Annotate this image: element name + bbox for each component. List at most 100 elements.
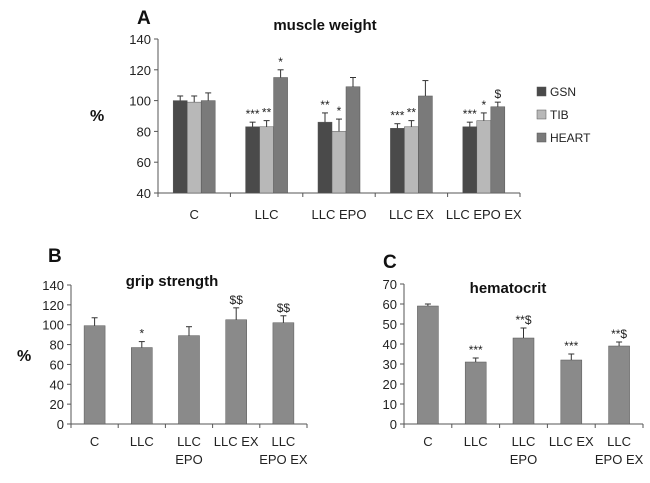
- significance-label-A: ***: [390, 109, 404, 123]
- y-tick-label-B: 40: [50, 377, 64, 392]
- significance-label-C: ***: [564, 339, 578, 353]
- significance-label-B: $$: [230, 293, 244, 307]
- significance-label-C: **$: [611, 327, 627, 341]
- x-tick-label-C: C: [423, 434, 432, 449]
- y-tick-label-A: 40: [137, 186, 151, 201]
- y-tick-label-A: 120: [129, 63, 151, 78]
- x-tick-label-A: LLC EPO: [312, 207, 367, 222]
- panel-label-A: A: [137, 8, 151, 29]
- x-tick-label-B: LLC EPO EX: [259, 434, 308, 467]
- bar-A-TIB: [404, 126, 419, 194]
- x-tick-label-C: LLC: [464, 434, 488, 449]
- y-tick-label-B: 100: [42, 318, 64, 333]
- legend-swatch-TIB: [536, 109, 547, 120]
- bar-C: [608, 345, 630, 425]
- x-tick-label-B: C: [90, 434, 99, 449]
- bar-C: [512, 337, 535, 425]
- x-tick-label-A: LLC EX: [389, 207, 434, 222]
- bar-B: [178, 335, 200, 425]
- significance-label-A: **: [407, 106, 417, 120]
- bar-A-TIB: [476, 120, 492, 194]
- x-tick-label-line: LLC: [607, 434, 631, 449]
- chart-title-C: hematocrit: [470, 280, 547, 297]
- bar-A-TIB: [186, 101, 202, 194]
- significance-label-A: *: [481, 98, 486, 112]
- x-tick-label-C: LLC EX: [549, 434, 594, 449]
- x-tick-label-line: C: [423, 434, 432, 449]
- x-tick-label-A: C: [190, 207, 199, 222]
- bar-A-GSN: [172, 100, 188, 194]
- significance-label-C: **$: [515, 313, 531, 327]
- bar-A-GSN: [317, 121, 333, 194]
- significance-label-A: ***: [463, 107, 477, 121]
- y-tick-label-C: 20: [383, 377, 397, 392]
- x-tick-label-B: LLC EPO: [175, 434, 202, 467]
- bar-A-TIB: [331, 131, 347, 194]
- significance-label-A: $: [494, 87, 501, 101]
- y-tick-label-C: 10: [383, 397, 397, 412]
- y-tick-label-A: 60: [137, 155, 151, 170]
- bar-C: [560, 359, 583, 425]
- x-tick-label-line: EPO: [175, 452, 202, 467]
- y-tick-label-B: 80: [50, 338, 64, 353]
- x-tick-label-C: LLC EPO: [510, 434, 537, 467]
- bar-A-HEART: [273, 77, 288, 194]
- y-tick-label-A: 80: [137, 124, 151, 139]
- x-tick-label-C: LLC EPO EX: [595, 434, 644, 467]
- y-tick-label-B: 140: [42, 278, 64, 293]
- significance-label-A: *: [337, 104, 342, 118]
- y-axis-label-A: %: [90, 108, 104, 125]
- panel-label-B: B: [48, 246, 62, 267]
- y-axis-label-B: %: [17, 348, 31, 365]
- x-tick-label-line: LLC: [130, 434, 154, 449]
- legend-swatch-GSN: [536, 86, 547, 97]
- y-tick-label-B: 20: [50, 397, 64, 412]
- x-tick-label-line: LLC EX: [389, 207, 434, 222]
- bar-B: [83, 325, 106, 425]
- bar-A-HEART: [345, 86, 361, 194]
- bar-A-GSN: [462, 126, 478, 194]
- x-tick-label-line: EPO: [510, 452, 537, 467]
- x-tick-label-line: LLC: [512, 434, 536, 449]
- panel-label-C: C: [383, 252, 397, 273]
- y-tick-label-C: 40: [383, 337, 397, 352]
- y-tick-label-C: 60: [383, 297, 397, 312]
- x-tick-label-line: LLC: [271, 434, 295, 449]
- x-tick-label-line: LLC: [177, 434, 201, 449]
- chart-title-A: muscle weight: [273, 17, 376, 34]
- significance-label-A: ***: [246, 107, 260, 121]
- significance-label-C: ***: [469, 343, 483, 357]
- y-tick-label-B: 0: [57, 417, 64, 432]
- bar-B: [225, 319, 247, 425]
- x-tick-label-line: LLC: [255, 207, 279, 222]
- significance-label-A: **: [320, 98, 330, 112]
- x-tick-label-line: LLC EPO EX: [446, 207, 522, 222]
- bar-A-TIB: [259, 126, 274, 194]
- x-tick-label-line: EPO EX: [259, 452, 308, 467]
- x-tick-label-B: LLC: [130, 434, 154, 449]
- legend-label-HEART: HEART: [550, 131, 591, 145]
- legend-label-GSN: GSN: [550, 85, 576, 99]
- x-tick-label-line: LLC EPO: [312, 207, 367, 222]
- y-tick-label-B: 60: [50, 357, 64, 372]
- bar-C: [417, 305, 439, 425]
- chart-title-B: grip strength: [126, 273, 219, 290]
- significance-label-A: **: [262, 106, 272, 120]
- bar-B: [272, 322, 295, 425]
- bar-B: [131, 347, 153, 425]
- bar-A-HEART: [418, 95, 433, 194]
- x-tick-label-line: C: [90, 434, 99, 449]
- legend-swatch-HEART: [536, 132, 547, 143]
- y-tick-label-B: 120: [42, 298, 64, 313]
- bar-A-HEART: [200, 100, 216, 194]
- legend-label-TIB: TIB: [550, 108, 569, 122]
- significance-label-A: *: [278, 55, 283, 69]
- x-tick-label-A: LLC EPO EX: [446, 207, 522, 222]
- x-tick-label-B: LLC EX: [214, 434, 259, 449]
- x-tick-label-line: LLC: [464, 434, 488, 449]
- y-tick-label-A: 140: [129, 32, 151, 47]
- y-tick-label-C: 50: [383, 317, 397, 332]
- y-tick-label-A: 100: [129, 94, 151, 109]
- x-tick-label-line: C: [190, 207, 199, 222]
- bar-C: [464, 361, 487, 425]
